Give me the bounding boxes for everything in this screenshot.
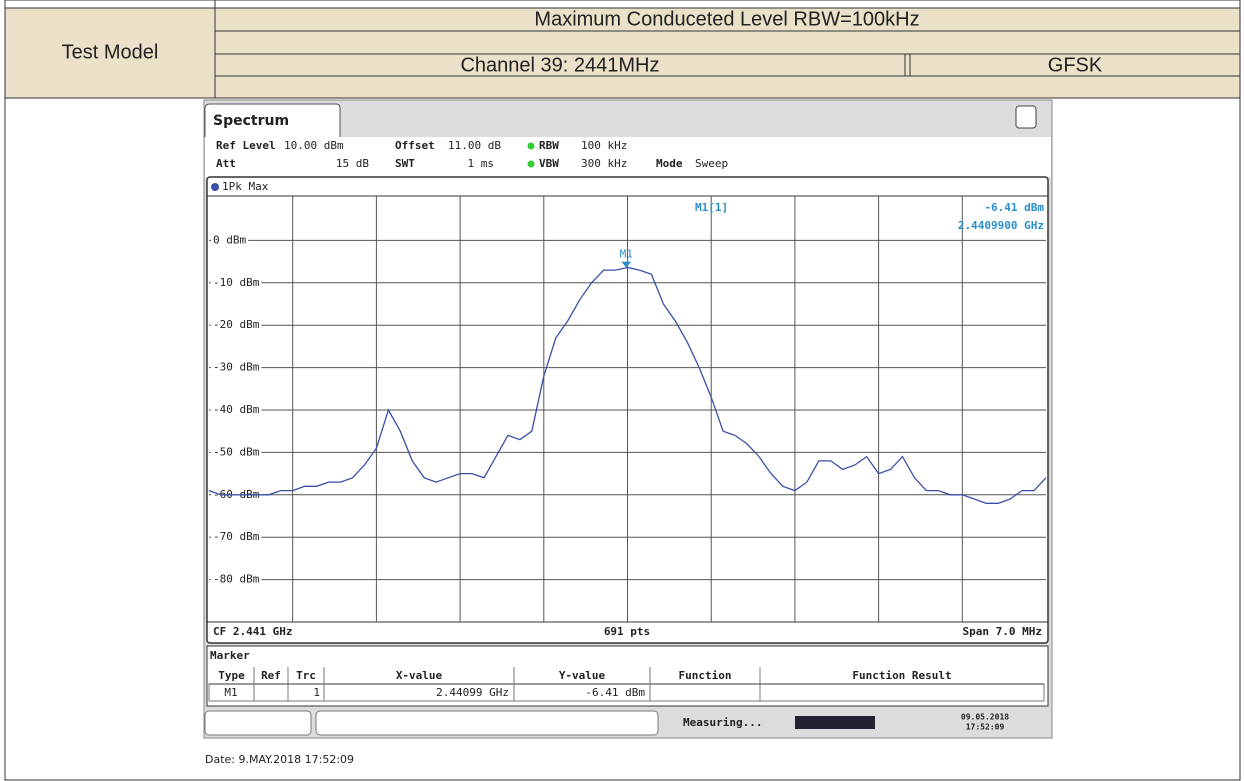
y-tick-label: -30 dBm (213, 361, 260, 374)
table-header: Function (679, 669, 732, 682)
cell: 1 (313, 686, 320, 699)
marker-readout-name: M1[1] (695, 201, 728, 214)
led (527, 160, 535, 168)
value: Sweep (695, 157, 728, 170)
tick-label-bg (211, 572, 262, 587)
table-header: Ref (261, 669, 281, 682)
tick-label-bg (211, 318, 262, 333)
trace-dot (211, 183, 219, 191)
marker-title: Marker (210, 649, 250, 662)
cell: -6.41 dBm (585, 686, 645, 699)
y-tick-label: -70 dBm (213, 530, 260, 543)
y-tick-label: -50 dBm (213, 445, 260, 458)
span: Span 7.0 MHz (963, 625, 1042, 638)
y-tick-label: -20 dBm (213, 318, 260, 331)
progress (795, 716, 875, 729)
status-date: 09.05.2018 (961, 713, 1009, 722)
value: 100 kHz (581, 139, 627, 152)
cell: M1 (224, 686, 237, 699)
y-tick-label: -10 dBm (213, 276, 260, 289)
table-lines (4, 0, 1241, 781)
label: Mode (656, 157, 683, 170)
value: 1 ms (468, 157, 495, 170)
status-time: 17:52:09 (966, 723, 1005, 732)
label: Offset (395, 139, 435, 152)
status-box (204, 710, 312, 736)
table-header: Type (218, 669, 245, 682)
y-tick-label: 0 dBm (213, 233, 246, 246)
channel: Channel 39: 2441MHz (460, 54, 659, 76)
y-tick-label: -80 dBm (213, 573, 260, 586)
marker-label: M1 (620, 248, 633, 261)
modulation: GFSK (1048, 54, 1103, 76)
status-box (315, 710, 659, 736)
header-bg (5, 8, 1240, 98)
trace-name: 1Pk Max (222, 180, 269, 193)
settings-bg (205, 137, 1051, 177)
tab (204, 103, 341, 137)
tick-label-bg (211, 275, 262, 290)
date: Date: 9.MAY.2018 17:52:09 (205, 753, 354, 766)
label: RBW (539, 139, 559, 152)
status: Measuring... (683, 716, 762, 729)
test-model: Test Model (62, 41, 159, 63)
marker (621, 261, 632, 268)
tick-label-bg (211, 360, 262, 375)
icon (1015, 105, 1037, 129)
tick-label-bg (211, 233, 249, 248)
marker-readout-y: -6.41 dBm (984, 201, 1044, 214)
table-header: Function Result (852, 669, 951, 682)
value: 11.00 dB (448, 139, 501, 152)
points: 691 pts (604, 625, 650, 638)
label: VBW (539, 157, 559, 170)
table-header: Trc (296, 669, 316, 682)
led (527, 142, 535, 150)
label: Att (216, 157, 236, 170)
tick-label-bg (211, 403, 262, 417)
value: 300 kHz (581, 157, 627, 170)
value: 15 dB (336, 157, 369, 170)
value: 10.00 dBm (284, 139, 344, 152)
marker-table-grid: Type Ref Trc X-value Y-value Function Function… (208, 667, 1045, 702)
y-tick-label: -40 dBm (213, 403, 260, 416)
cf: CF 2.441 GHz (213, 625, 292, 638)
table-header: Y-value (559, 669, 606, 682)
label: SWT (395, 157, 415, 170)
tab-label: Spectrum (213, 113, 289, 129)
header-title: Maximum Conduceted Level RBW=100kHz (534, 8, 919, 30)
label: Ref Level (216, 139, 276, 152)
tick-label-bg (211, 445, 262, 460)
tick-label-bg (211, 530, 262, 545)
trace (208, 266, 1047, 504)
table-header: X-value (396, 669, 443, 682)
cell: 2.44099 GHz (436, 686, 509, 699)
marker-readout-x: 2.4409900 GHz (958, 219, 1044, 232)
